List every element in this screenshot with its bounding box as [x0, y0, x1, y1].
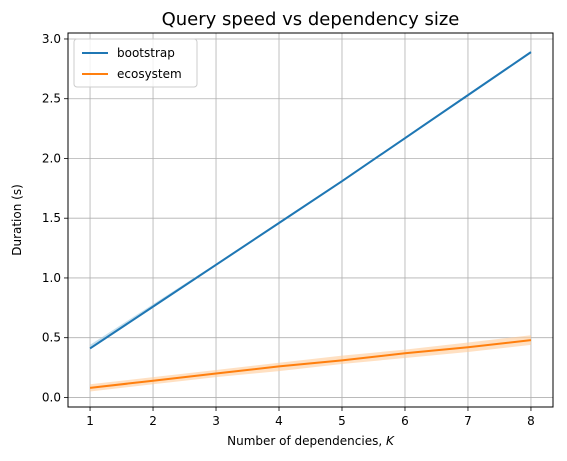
y-tick-label: 3.0	[42, 32, 61, 46]
y-tick-label: 0.0	[42, 390, 61, 404]
x-tick-label: 4	[275, 414, 283, 428]
x-tick-label: 8	[527, 414, 535, 428]
x-axis-label-variable: K	[386, 434, 395, 448]
x-axis-label: Number of dependencies, K	[227, 434, 395, 448]
ecosystem-legend-label: ecosystem	[117, 67, 182, 81]
plot-frame	[67, 32, 554, 408]
chart-title: Query speed vs dependency size	[162, 9, 460, 30]
y-tick-label: 1.0	[42, 271, 61, 285]
legend: bootstrap ecosystem	[73, 38, 198, 88]
y-tick-label: 1.5	[42, 211, 61, 225]
series-lines	[89, 51, 532, 389]
grid-lines	[68, 33, 553, 407]
x-tick-label: 1	[86, 414, 94, 428]
x-tick-label: 7	[464, 414, 472, 428]
bootstrap-legend-label: bootstrap	[117, 46, 175, 60]
y-tick-label: 0.5	[42, 331, 61, 345]
ecosystem-line	[89, 339, 532, 389]
y-axis-label: Duration (s)	[10, 184, 24, 256]
x-axis-label-text: Number of dependencies,	[227, 434, 386, 448]
x-tick-label: 5	[338, 414, 346, 428]
x-tick-label: 3	[212, 414, 220, 428]
bootstrap-line	[89, 51, 532, 350]
x-tick-label: 6	[401, 414, 409, 428]
x-tick-label: 2	[149, 414, 157, 428]
y-tick-label: 2.5	[42, 92, 61, 106]
y-tick-label: 2.0	[42, 151, 61, 165]
confidence-bands	[90, 50, 531, 392]
axis-ticks: 1 2 3 4 5 6 7 8 0.0 0.5 1.0 1.5 2.0 2.5 3.0	[42, 32, 535, 428]
